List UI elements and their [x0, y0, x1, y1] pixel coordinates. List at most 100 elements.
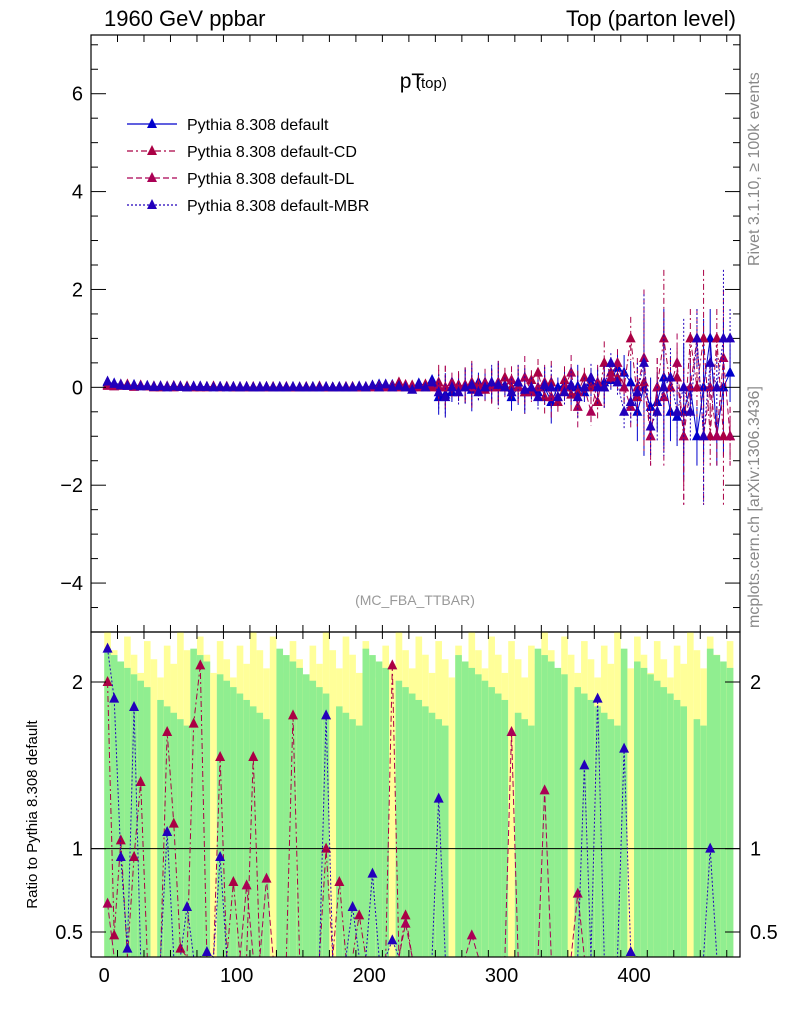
ratio-band-inner [521, 719, 529, 957]
main-point [334, 381, 345, 392]
main-point [380, 378, 391, 389]
ratio-band-inner [223, 680, 231, 957]
ratio-band-inner [594, 706, 601, 957]
main-point [248, 381, 259, 392]
main-point [585, 405, 596, 416]
ratio-band-inner [455, 655, 462, 957]
ratio-band-inner [441, 725, 449, 957]
ratio-band-inner [402, 687, 409, 957]
ratio-band-inner [157, 699, 164, 957]
main-point [486, 376, 497, 387]
main-point [685, 381, 696, 392]
ratio-band-inner [117, 661, 125, 957]
ratio-y-tick-label-right: 0.5 [750, 922, 778, 944]
main-point [725, 366, 736, 377]
y-tick-label: 2 [72, 279, 83, 301]
ratio-point [109, 692, 120, 703]
main-point [711, 381, 722, 392]
ratio-band-inner [574, 687, 582, 957]
legend-label: Pythia 8.308 default [187, 117, 329, 134]
main-point [652, 405, 663, 416]
ratio-band-inner [640, 667, 648, 957]
ratio-band-inner [104, 648, 111, 957]
main-point [407, 383, 418, 394]
main-point [440, 381, 451, 392]
ratio-band-outer [329, 650, 337, 957]
header-right: Top (parton level) [566, 6, 736, 31]
main-point [188, 380, 199, 391]
main-point [658, 381, 669, 392]
main-point [321, 380, 332, 391]
ratio-point [102, 897, 113, 908]
ratio-band-inner [614, 725, 621, 957]
ratio-band-inner [190, 648, 197, 957]
main-point [579, 381, 590, 392]
main-point [281, 381, 292, 392]
ratio-band-inner [243, 699, 250, 957]
main-point [393, 379, 404, 390]
header-left: 1960 GeV ppbar [104, 6, 266, 31]
ratio-band-inner [607, 719, 615, 957]
main-point [559, 386, 570, 397]
legend-marker [147, 118, 157, 128]
ratio-band-outer [150, 659, 158, 957]
y-tick-label: −4 [60, 573, 83, 595]
ratio-point [129, 851, 140, 861]
main-point [208, 381, 219, 392]
main-point [493, 378, 504, 389]
ratio-point [321, 842, 332, 853]
main-point [480, 381, 491, 392]
ratio-band-outer [210, 672, 217, 957]
ratio-point [168, 817, 179, 828]
ratio-band-inner [620, 648, 628, 957]
main-point [215, 380, 226, 391]
main-point [287, 380, 298, 391]
main-point [605, 371, 616, 382]
main-point [221, 381, 232, 392]
main-point [201, 380, 212, 391]
main-point [585, 371, 596, 382]
legend-marker [147, 199, 157, 209]
ratio-frame [90, 631, 741, 958]
x-tick-label: 100 [220, 965, 253, 987]
ratio-band-inner [130, 674, 138, 957]
ratio-band-inner [700, 725, 707, 957]
main-point [658, 332, 669, 343]
main-point [718, 430, 729, 441]
ratio-y-tick-label-right: 1 [750, 839, 761, 861]
legend-label: Pythia 8.308 default-MBR [187, 198, 369, 215]
main-point [453, 386, 464, 397]
ratio-band-inner [408, 693, 416, 957]
main-point [254, 381, 265, 392]
ratio-y-tick-label: 2 [72, 672, 83, 694]
legend-marker [147, 172, 157, 182]
main-point [241, 380, 252, 391]
main-point [135, 380, 146, 391]
ratio-band-inner [309, 680, 317, 957]
ratio-point [705, 842, 716, 853]
ratio-point [619, 742, 630, 753]
ratio-point [102, 642, 113, 653]
main-point [625, 332, 636, 343]
main-point [698, 332, 709, 343]
main-point [672, 371, 683, 382]
main-point [499, 371, 510, 382]
ratio-band-inner [680, 706, 688, 957]
ratio-band-inner [170, 712, 178, 957]
ratio-band-inner [693, 719, 701, 957]
main-point [638, 356, 649, 367]
main-point [294, 381, 305, 392]
legend-label: Pythia 8.308 default-CD [187, 144, 357, 161]
ratio-band-inner [561, 674, 568, 957]
main-point [400, 381, 411, 392]
main-point [261, 380, 272, 391]
ratio-band-inner [216, 674, 224, 957]
ratio-point [135, 776, 146, 786]
main-point [175, 380, 186, 391]
y-tick-label: 4 [72, 182, 83, 204]
y-tick-label: 6 [72, 84, 83, 106]
main-point [665, 381, 676, 392]
ratio-band-inner [375, 661, 383, 957]
ratio-band-inner [514, 712, 522, 957]
main-point [102, 375, 113, 386]
